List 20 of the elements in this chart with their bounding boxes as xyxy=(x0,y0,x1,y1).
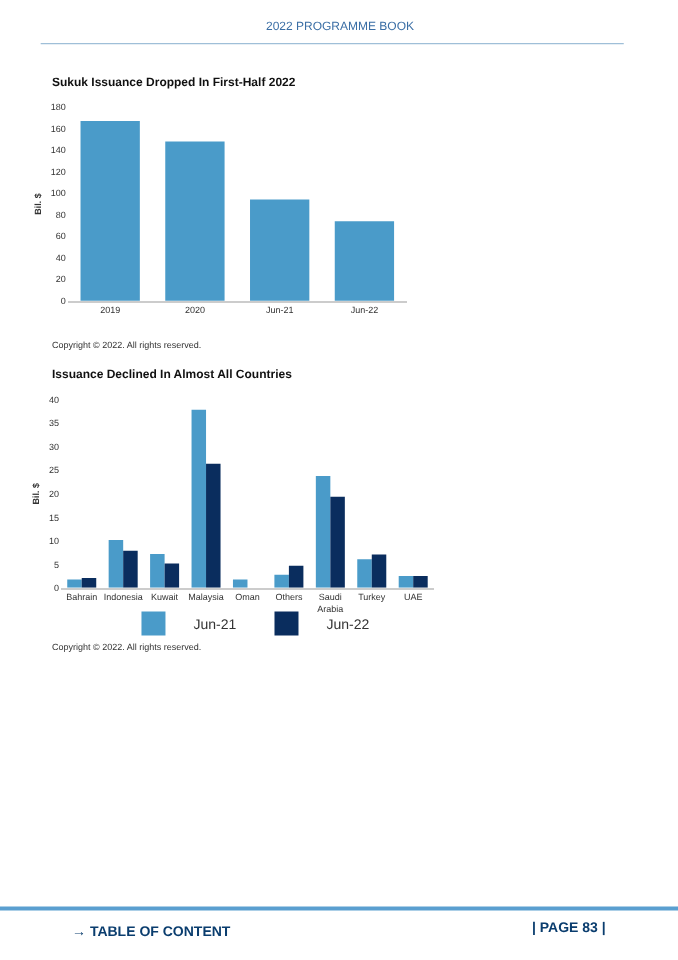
bar xyxy=(206,463,221,588)
bar xyxy=(150,554,165,588)
bar xyxy=(164,563,180,588)
bar xyxy=(330,496,345,588)
bar xyxy=(413,576,428,588)
bar xyxy=(67,579,82,588)
bar xyxy=(108,539,124,588)
bar xyxy=(274,574,289,588)
bar xyxy=(250,199,310,301)
bar xyxy=(371,554,387,588)
bar xyxy=(357,559,372,588)
bar xyxy=(191,409,207,588)
bar xyxy=(232,579,248,588)
bar xyxy=(80,120,140,301)
bar xyxy=(398,576,414,588)
bar xyxy=(334,221,395,301)
bar xyxy=(123,550,138,588)
bar xyxy=(288,565,304,588)
bar xyxy=(165,141,225,301)
bar xyxy=(315,475,331,588)
